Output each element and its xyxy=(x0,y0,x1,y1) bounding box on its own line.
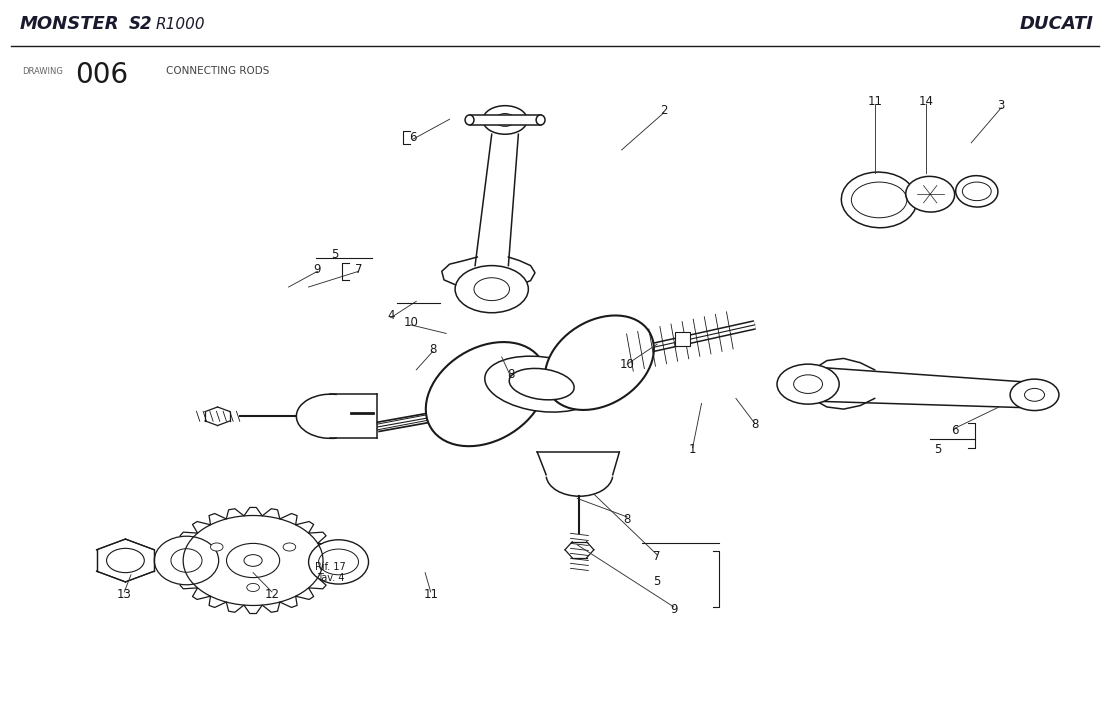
Text: DUCATI: DUCATI xyxy=(1019,15,1093,34)
Text: 1: 1 xyxy=(689,443,696,456)
Ellipse shape xyxy=(465,115,474,125)
Text: 4: 4 xyxy=(387,309,394,322)
Ellipse shape xyxy=(309,540,369,584)
Ellipse shape xyxy=(545,316,654,410)
Text: 8: 8 xyxy=(624,513,630,526)
Text: 8: 8 xyxy=(430,343,436,356)
Ellipse shape xyxy=(956,176,998,207)
Text: S2: S2 xyxy=(129,15,152,34)
Text: R1000: R1000 xyxy=(155,16,205,32)
Text: 3: 3 xyxy=(998,99,1005,112)
Ellipse shape xyxy=(426,342,546,446)
Circle shape xyxy=(1010,379,1059,411)
Ellipse shape xyxy=(906,176,955,212)
Circle shape xyxy=(246,583,260,591)
Text: 12: 12 xyxy=(264,588,280,600)
Text: 10: 10 xyxy=(619,358,635,371)
Text: 8: 8 xyxy=(751,418,758,431)
Text: 5: 5 xyxy=(332,248,339,261)
Circle shape xyxy=(455,266,528,313)
Ellipse shape xyxy=(841,172,917,228)
Ellipse shape xyxy=(485,356,598,412)
Text: 5: 5 xyxy=(654,575,660,588)
Bar xyxy=(675,332,690,346)
Text: 9: 9 xyxy=(670,603,677,615)
Text: 14: 14 xyxy=(918,95,934,108)
Circle shape xyxy=(183,516,323,605)
Text: CONNECTING RODS: CONNECTING RODS xyxy=(166,66,270,76)
Circle shape xyxy=(211,543,223,551)
Circle shape xyxy=(92,539,159,582)
Text: DRAWING: DRAWING xyxy=(22,67,63,76)
Text: 11: 11 xyxy=(423,588,438,600)
Text: Rif. 17
Tav. 4: Rif. 17 Tav. 4 xyxy=(315,562,346,583)
Text: 10: 10 xyxy=(403,316,418,329)
Text: 9: 9 xyxy=(314,263,321,276)
Text: 7: 7 xyxy=(355,263,362,276)
Circle shape xyxy=(283,543,295,551)
Text: 11: 11 xyxy=(867,95,882,108)
Circle shape xyxy=(483,106,527,134)
Ellipse shape xyxy=(509,368,574,400)
Circle shape xyxy=(777,364,839,404)
Ellipse shape xyxy=(154,536,219,585)
Text: 6: 6 xyxy=(410,131,416,144)
Text: 2: 2 xyxy=(660,104,667,117)
Text: 006: 006 xyxy=(75,61,129,89)
Text: 6: 6 xyxy=(951,424,958,437)
Text: 8: 8 xyxy=(507,368,514,381)
Text: 7: 7 xyxy=(654,550,660,563)
Text: 5: 5 xyxy=(935,443,941,456)
Ellipse shape xyxy=(536,115,545,125)
Bar xyxy=(470,115,541,125)
Text: MONSTER: MONSTER xyxy=(20,15,120,34)
Text: 13: 13 xyxy=(117,588,132,600)
